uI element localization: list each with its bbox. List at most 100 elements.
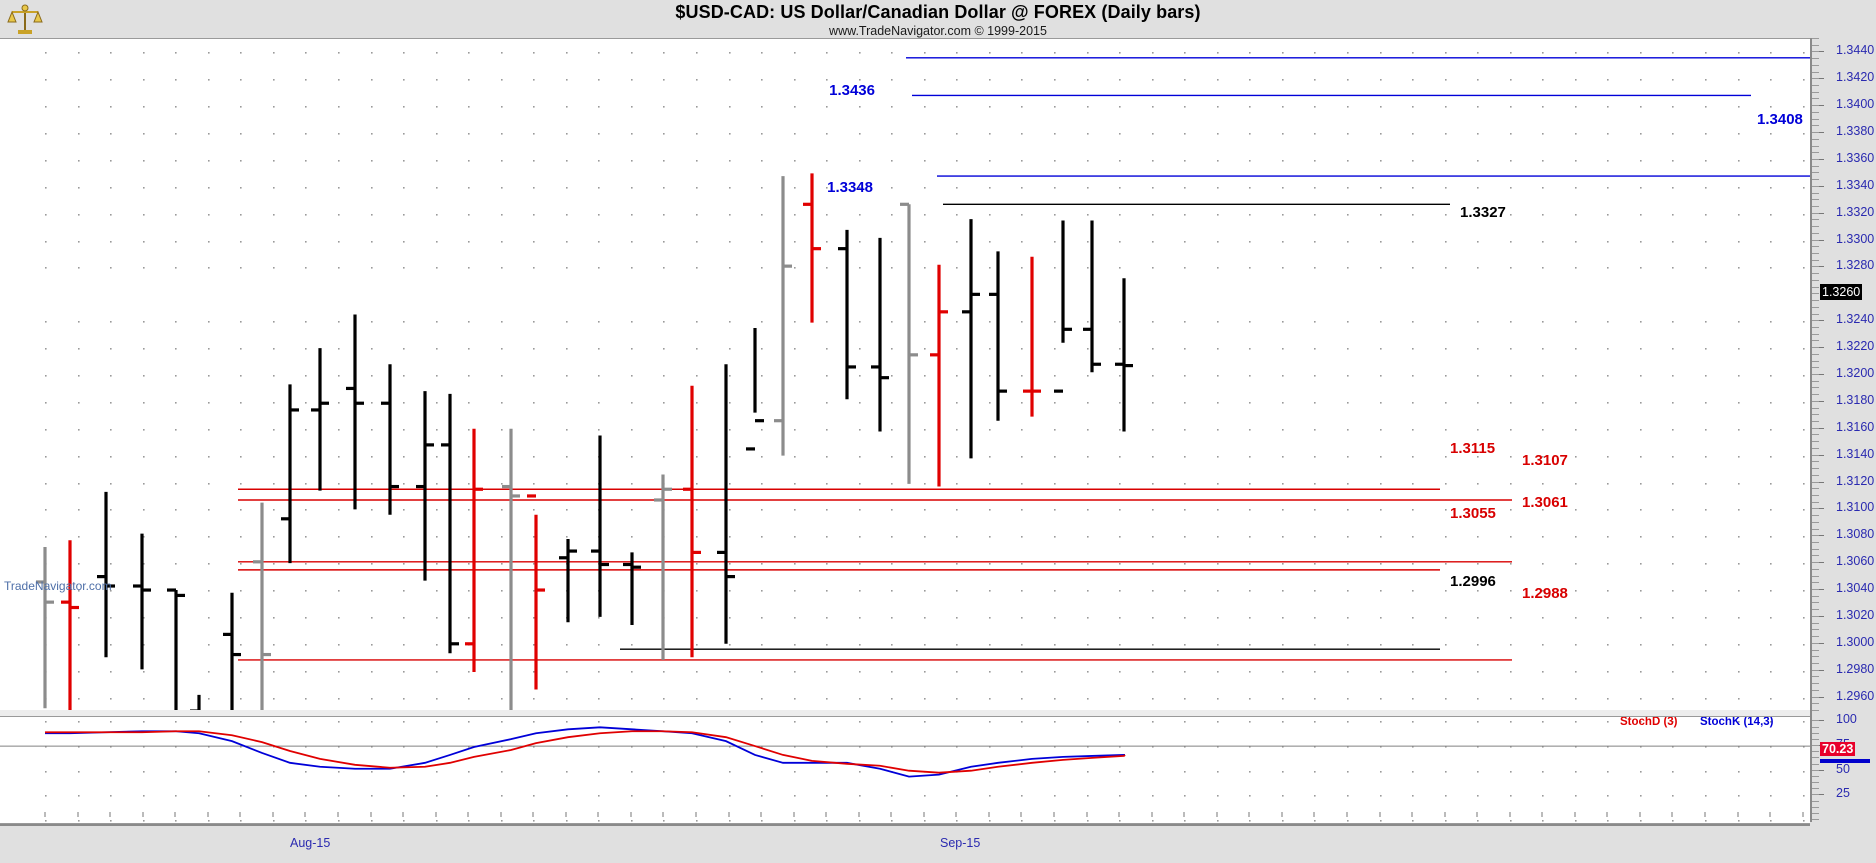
price-chart-panel[interactable]: TradeNavigator.com 1.3436 1.3408 1.3348 1.3…: [0, 38, 1810, 712]
axis-minor-tick: [1812, 454, 1819, 456]
price-level-label: 1.3115: [1450, 440, 1496, 457]
price-level-label: 1.2996: [1450, 573, 1496, 590]
axis-minor-tick: [1812, 775, 1819, 777]
stoch-axis-tick-label: 100: [1836, 712, 1857, 727]
axis-minor-tick: [1812, 105, 1819, 107]
axis-minor-tick: [1812, 528, 1819, 530]
price-axis-tick-label: 1.3280: [1836, 258, 1875, 273]
indicator-legend-item: StochD (3): [1620, 716, 1678, 728]
price-axis-tick-label: 1.3320: [1836, 204, 1875, 219]
axis-corner: [1810, 822, 1876, 863]
axis-minor-tick: [1812, 38, 1819, 39]
axis-minor-tick: [1812, 360, 1819, 362]
axis-minor-tick: [1812, 812, 1819, 814]
price-axis-tick-label: 1.3420: [1836, 70, 1875, 85]
price-axis-tick-label: 1.3020: [1836, 607, 1875, 622]
axis-minor-tick: [1812, 595, 1819, 597]
axis-minor-tick: [1812, 662, 1819, 664]
axis-minor-tick: [1812, 468, 1819, 470]
time-axis-label: Aug-15: [290, 836, 331, 850]
stoch-axis-tick-label: 25: [1836, 786, 1850, 801]
price-axis-tick-label: 1.3220: [1836, 339, 1875, 354]
price-axis-tick-label: 1.3300: [1836, 231, 1875, 246]
axis-minor-tick: [1812, 111, 1819, 113]
axis-minor-tick: [1812, 575, 1819, 577]
axis-minor-tick: [1812, 669, 1819, 671]
axis-minor-tick: [1812, 71, 1819, 73]
axis-minor-tick: [1812, 78, 1819, 80]
price-level-label: 1.3055: [1450, 505, 1496, 522]
axis-minor-tick: [1812, 333, 1819, 335]
scales-of-justice-icon: [7, 4, 43, 34]
price-level-label: 1.2988: [1522, 585, 1568, 602]
stoch-axis-tick-label: 50: [1836, 761, 1850, 776]
axis-minor-tick: [1812, 568, 1819, 570]
panel-divider: [0, 710, 1810, 716]
axis-minor-tick: [1812, 683, 1819, 685]
axis-minor-tick: [1812, 367, 1819, 369]
axis-minor-tick: [1812, 414, 1819, 416]
price-level-label: 1.3061: [1522, 494, 1568, 511]
axis-minor-tick: [1812, 313, 1819, 315]
axis-minor-tick: [1812, 58, 1819, 60]
axis-minor-tick: [1812, 732, 1819, 734]
axis-minor-tick: [1812, 757, 1819, 759]
chart-subtitle: www.TradeNavigator.com © 1999-2015: [829, 24, 1047, 38]
axis-minor-tick: [1812, 165, 1819, 167]
axis-minor-tick: [1812, 738, 1819, 740]
axis-minor-tick: [1812, 98, 1819, 100]
axis-minor-tick: [1812, 689, 1819, 691]
axis-minor-tick: [1812, 64, 1819, 66]
axis-minor-tick: [1812, 266, 1819, 268]
stochastic-panel[interactable]: StochD (3) StochK (14,3): [0, 716, 1810, 824]
price-axis-tick-label: 1.3080: [1836, 527, 1875, 542]
axis-minor-tick: [1812, 125, 1819, 127]
price-axis-tick-label: 1.3120: [1836, 473, 1875, 488]
axis-minor-tick: [1812, 320, 1819, 322]
axis-minor-tick: [1812, 622, 1819, 624]
price-axis-tick-label: 1.3200: [1836, 366, 1875, 380]
axis-minor-tick: [1812, 353, 1819, 355]
axis-minor-tick: [1812, 286, 1819, 288]
axis-minor-tick: [1812, 508, 1819, 510]
axis-minor-tick: [1812, 374, 1819, 375]
axis-minor-tick: [1812, 636, 1819, 638]
axis-minor-tick: [1812, 649, 1819, 651]
axis-minor-tick: [1812, 494, 1819, 496]
axis-minor-tick: [1812, 91, 1819, 93]
axis-minor-tick: [1812, 192, 1819, 194]
axis-minor-tick: [1812, 481, 1819, 483]
axis-minor-tick: [1812, 219, 1819, 221]
axis-minor-tick: [1812, 152, 1819, 154]
time-axis-label: Sep-15: [940, 836, 981, 850]
axis-minor-tick: [1812, 710, 1819, 711]
axis-minor-tick: [1812, 501, 1819, 503]
axis-minor-tick: [1812, 582, 1819, 584]
axis-minor-tick: [1812, 819, 1819, 820]
axis-minor-tick: [1812, 380, 1819, 382]
axis-minor-tick: [1812, 340, 1819, 342]
axis-minor-tick: [1812, 542, 1819, 543]
stoch-value-underline: [1820, 758, 1870, 763]
stochastic-line: [45, 726, 1125, 778]
axis-minor-tick: [1812, 293, 1819, 295]
axis-minor-tick: [1812, 226, 1819, 228]
axis-minor-tick: [1812, 259, 1819, 261]
axis-minor-tick: [1812, 44, 1819, 46]
axis-minor-tick: [1812, 199, 1819, 201]
axis-minor-tick: [1812, 696, 1819, 698]
axis-minor-tick: [1812, 239, 1819, 241]
axis-minor-tick: [1812, 788, 1819, 790]
axis-minor-tick: [1812, 535, 1819, 537]
axis-minor-tick: [1812, 185, 1819, 187]
axis-minor-tick: [1812, 138, 1819, 140]
price-axis[interactable]: 1.3440 1.3420 1.3400 1.3380 1.3360 1.3340 1.33…: [1810, 38, 1876, 822]
axis-minor-tick: [1812, 441, 1819, 443]
price-axis-tick-label: 1.3100: [1836, 500, 1875, 515]
axis-minor-tick: [1812, 85, 1819, 87]
axis-minor-tick: [1812, 562, 1819, 564]
axis-minor-tick: [1812, 676, 1819, 678]
axis-minor-tick: [1812, 118, 1819, 120]
axis-minor-tick: [1812, 158, 1819, 160]
price-axis-tick-label: 1.3140: [1836, 446, 1875, 461]
